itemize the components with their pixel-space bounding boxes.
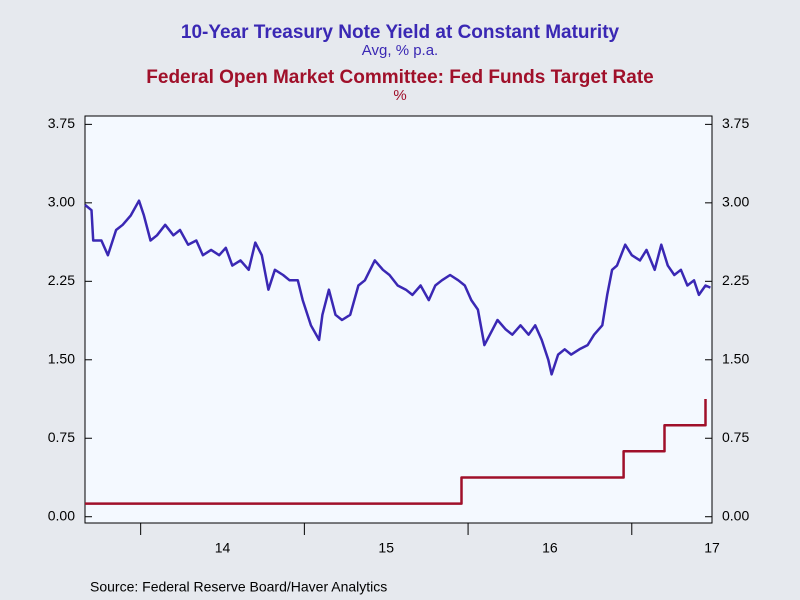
y-tick-label: 2.25 (48, 272, 75, 288)
source-note: Source: Federal Reserve Board/Haver Anal… (90, 579, 387, 595)
x-tick-label: 15 (378, 540, 394, 556)
plot-area (84, 115, 713, 524)
chart-title-2: Federal Open Market Committee: Fed Funds… (146, 67, 653, 88)
y2-tick-label: 3.75 (722, 115, 749, 131)
y-tick-label: 3.00 (48, 194, 75, 210)
x-tick-label: 16 (542, 540, 558, 556)
y-tick-label: 0.75 (48, 429, 75, 445)
y2-tick-label: 0.75 (722, 429, 749, 445)
y-tick-label: 3.75 (48, 115, 75, 131)
y-tick-label: 0.00 (48, 507, 75, 523)
chart-subtitle: Avg, % p.a. (362, 42, 438, 59)
x-tick-label: 17 (704, 540, 720, 556)
series-line (85, 399, 707, 505)
y2-tick-label: 2.25 (722, 272, 749, 288)
chart-title: 10-Year Treasury Note Yield at Constant … (181, 22, 620, 43)
x-tick-label: 14 (215, 540, 231, 556)
y2-tick-label: 0.00 (722, 507, 749, 523)
series-line (84, 199, 711, 376)
y-tick-label: 1.50 (48, 350, 75, 366)
chart-subtitle-2: % (393, 87, 406, 104)
y2-tick-label: 3.00 (722, 194, 749, 210)
y2-tick-label: 1.50 (722, 350, 749, 366)
